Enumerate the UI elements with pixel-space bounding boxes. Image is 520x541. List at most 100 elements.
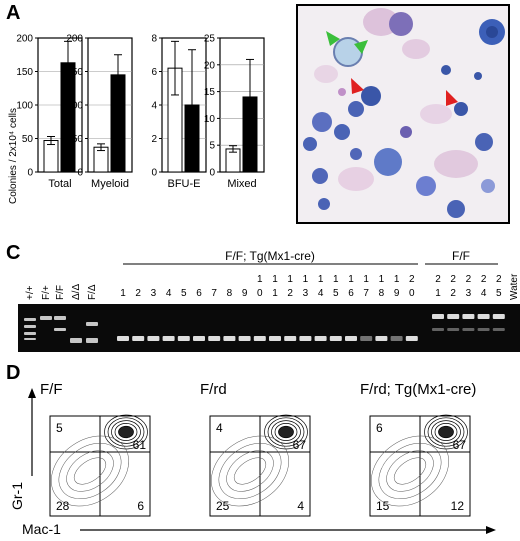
panel-a-label: A [6,2,21,24]
gel-band [432,314,444,319]
gel-band [86,322,98,326]
gel-band [24,318,36,321]
gel-band [284,336,297,341]
y-tick-label: 2 [151,134,157,145]
lane-number-ones: 3 [151,288,157,299]
y-tick-label: 0 [209,168,215,179]
contour-ring [73,457,107,485]
y-tick-label: 10 [204,114,216,125]
quadrant-ul-value: 5 [56,421,63,435]
gel-band [329,336,342,341]
gel-band [253,336,266,341]
lane-number-tens: 1 [394,274,400,285]
gel-band [299,336,312,341]
quadrant-ur-value: 67 [293,438,307,452]
quadrant-ul-value: 4 [216,421,223,435]
quadrant-ul-value: 6 [376,421,383,435]
lane-number-ones: 9 [242,288,248,299]
panel-a-bar-charts: Colonies / 2x10⁴ cells 0 50 100 150 2 0 0 Total… [8,34,265,204]
lane-number-ones: 8 [379,288,385,299]
quadrant-lr-value: 6 [137,499,144,513]
flow-plot-title: F/rd [200,381,227,398]
lane-number-ones: 6 [348,288,354,299]
y-tick-label: 50 [72,134,84,145]
quadrant-lr-value: 12 [451,499,465,513]
lane-number-ones: 7 [363,288,369,299]
lane-number-ones: 3 [466,288,472,299]
lane-number-ones: 0 [257,288,263,299]
water-lane-label: Water [509,273,520,300]
gel-band [447,328,460,331]
panel-d-flow-plots: F/F 5 61 28 6 F/rd 4 67 25 4 F/rd; Tg(Mx1-cre) 6 67 1… [9,381,496,537]
y-tick-label: 150 [16,67,33,78]
gel-band [177,336,190,341]
panel-c-label: C [6,242,21,264]
contour-ring [271,420,301,444]
lane-number-ones: 3 [303,288,309,299]
lane-number-tens: 1 [363,274,369,285]
gel-band [269,336,281,341]
contour-ring [114,423,138,441]
gel-band [24,332,36,335]
contour-ring [378,443,442,499]
gel-band [24,325,36,328]
contour-ring [118,425,134,439]
contour-ring [431,420,461,444]
bar [43,140,59,173]
flow-plot-0: F/F 5 61 28 6 [40,381,151,517]
flow-plot-2: F/rd; Tg(Mx1-cre) 6 67 15 12 [360,381,476,517]
contour-ring [278,425,294,439]
lane-number-ones: 2 [450,288,456,299]
group-label-ff-tg: F/F; Tg(Mx1-cre) [225,250,315,263]
control-lane-label: F/F [55,285,66,300]
contour-ring [371,435,449,507]
lane-number-ones: 8 [227,288,233,299]
panel-d-label: D [6,362,21,384]
gel-band [390,336,403,341]
lane-number-ones: 7 [211,288,217,299]
y-tick-label: 0 [151,168,157,179]
gel-band [360,336,373,341]
lane-number-tens: 1 [333,274,339,285]
y-tick-label: 8 [151,34,157,45]
y-tick-label: 5 [209,141,215,152]
gel-band [462,314,475,319]
y-tick-label: 0 [27,168,33,179]
gel-band [162,336,175,341]
gel-band [147,336,160,341]
y-tick-label: 6 [151,67,157,78]
lane-number-ones: 1 [120,288,126,299]
contour-ring [107,417,145,447]
gel-band [223,336,236,341]
contour-ring [393,457,427,485]
gel-band [405,336,418,341]
gel-band [477,314,490,319]
gel-band [54,328,66,331]
gel-band [375,336,388,341]
gel-band [132,336,145,341]
panel-b-micrograph [296,4,510,224]
gel-band [462,328,475,331]
red-arrowhead-left [351,78,364,94]
lane-number-ones: 1 [435,288,441,299]
control-lane-label: F/+ [41,285,52,300]
contour-ring [427,417,465,447]
lane-number-ones: 4 [166,288,172,299]
lane-number-ones: 2 [135,288,141,299]
gel-band [70,338,82,343]
x-axis-label: Total [48,178,71,190]
lane-number-ones: 0 [409,288,415,299]
y-axis-arrowhead [28,388,36,398]
gel-band [86,338,98,343]
lane-number-ones: 5 [333,288,339,299]
panel-a-ylabel: Colonies / 2x10⁴ cells [8,108,19,204]
y-tick-label: 100 [66,101,83,112]
lane-number-tens: 1 [379,274,385,285]
quadrant-lr-value: 4 [297,499,304,513]
lane-number-tens: 2 [481,274,487,285]
lane-number-tens: 2 [466,274,472,285]
contour-ring [58,443,122,499]
contour-ring [51,435,129,507]
gel-band [193,336,205,341]
quadrant-ur-value: 67 [453,438,467,452]
